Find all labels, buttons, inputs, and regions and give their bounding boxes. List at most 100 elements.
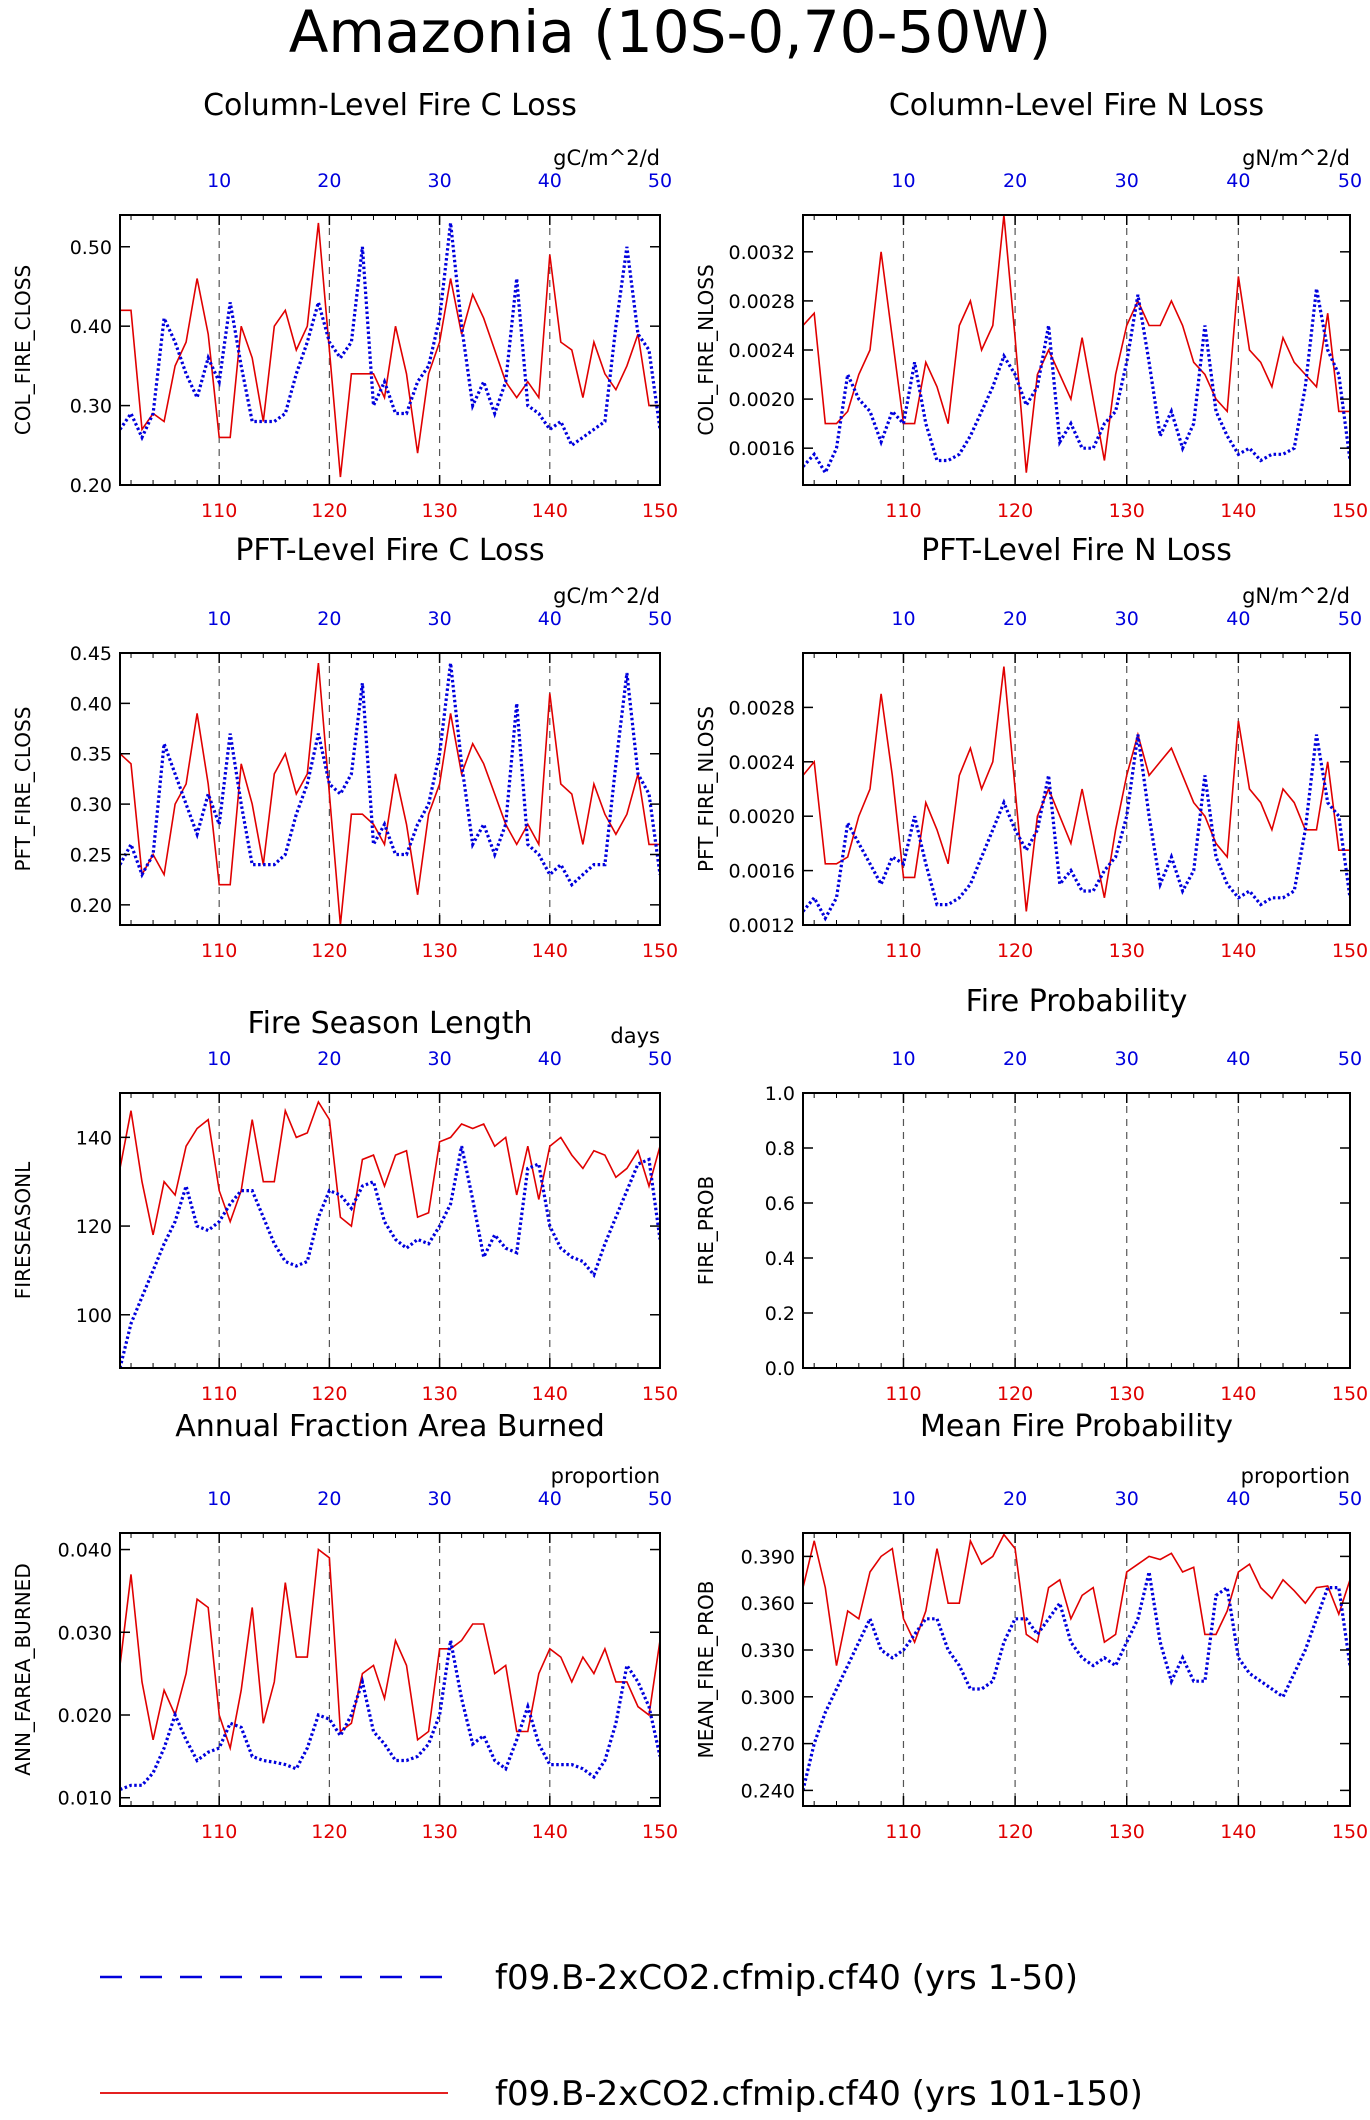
- chart-3-ytick-label-0: 0.0012: [729, 915, 795, 937]
- chart-6-xtick-bottom-label-0: 110: [201, 1821, 237, 1843]
- chart-7-units: proportion: [1241, 1464, 1350, 1488]
- chart-7-xtick-bottom-label-4: 150: [1332, 1821, 1368, 1843]
- chart-5-ytick-label-2: 0.4: [765, 1248, 795, 1270]
- chart-3-series-1-dotted-line: [803, 734, 1350, 922]
- chart-6-xtick-bottom-label-1: 120: [311, 1821, 347, 1843]
- chart-5-plot-frame: [802, 1092, 1351, 1369]
- chart-0-units: gC/m^2/d: [553, 146, 660, 170]
- chart-6-series-0-solid-line: [120, 1548, 660, 1752]
- chart-4-ytick-label-2: 140: [76, 1127, 112, 1149]
- chart-2-ytick-label-1: 0.25: [70, 844, 112, 866]
- chart-5-ytick-label-0: 0.0: [765, 1358, 795, 1380]
- legend-label-1: f09.B-2xCO2.cfmip.cf40 (yrs 101-150): [495, 2074, 1143, 2114]
- chart-3-xtick-top-label-0: 10: [891, 608, 915, 630]
- chart-6-ytick-label-0: 0.010: [58, 1788, 112, 1810]
- chart-4-xtick-top-label-1: 20: [317, 1048, 341, 1070]
- chart-1-series-0-solid-line: [803, 215, 1350, 473]
- chart-2-ytick-label-5: 0.45: [70, 643, 112, 665]
- chart-7-xtick-bottom-label-0: 110: [885, 1821, 921, 1843]
- chart-0-xtick-top-label-3: 40: [538, 170, 562, 192]
- chart-1-ytick-label-3: 0.0028: [729, 291, 795, 313]
- panel-mean-fire-prob: Mean Fire Probability proportion 110 120 130…: [694, 1409, 1368, 1843]
- legend: f09.B-2xCO2.cfmip.cf40 (yrs 1-50) f09.B-2…: [100, 1958, 1143, 2114]
- chart-0-xtick-top-label-2: 30: [427, 170, 451, 192]
- chart-6-xtick-top-label-2: 30: [427, 1488, 451, 1510]
- chart-3-title: PFT-Level Fire N Loss: [921, 533, 1232, 568]
- chart-7-title: Mean Fire Probability: [920, 1409, 1233, 1444]
- chart-2-ytick-label-3: 0.35: [70, 744, 112, 766]
- chart-5-ytick-label-1: 0.2: [765, 1303, 795, 1325]
- chart-1-ytick-label-2: 0.0024: [729, 340, 795, 362]
- panel-col-fire-nloss: Column-Level Fire N Loss gN/m^2/d 110 120 13…: [694, 88, 1368, 522]
- chart-3-units: gN/m^2/d: [1242, 584, 1350, 608]
- chart-2-plot-frame: [119, 652, 661, 926]
- chart-5-ytick-label-3: 0.6: [765, 1193, 795, 1215]
- chart-4-xtick-top-label-0: 10: [207, 1048, 231, 1070]
- chart-2-xtick-top-label-2: 30: [427, 608, 451, 630]
- chart-6-title: Annual Fraction Area Burned: [175, 1409, 605, 1444]
- chart-7-xtick-top-label-2: 30: [1115, 1488, 1139, 1510]
- chart-1-xtick-bottom-label-0: 110: [885, 500, 921, 522]
- chart-7-ytick-label-1: 0.270: [741, 1734, 795, 1756]
- chart-5-title: Fire Probability: [966, 984, 1188, 1019]
- chart-5-xtick-top-label-3: 40: [1226, 1048, 1250, 1070]
- chart-1-xtick-top-label-2: 30: [1115, 170, 1139, 192]
- chart-3-xtick-bottom-label-1: 120: [997, 940, 1033, 962]
- chart-7-xtick-bottom-label-1: 120: [997, 1821, 1033, 1843]
- chart-4-xtick-bottom-label-3: 140: [532, 1383, 568, 1405]
- chart-6-xtick-top-label-0: 10: [207, 1488, 231, 1510]
- chart-0-xtick-top-label-4: 50: [648, 170, 672, 192]
- chart-0-xtick-bottom-label-0: 110: [201, 500, 237, 522]
- chart-7-series-1-dotted-line: [803, 1571, 1350, 1791]
- chart-2-ytick-label-4: 0.40: [70, 693, 112, 715]
- chart-2-xtick-bottom-label-1: 120: [311, 940, 347, 962]
- chart-4-title: Fire Season Length: [248, 1006, 533, 1041]
- chart-6-xtick-top-label-1: 20: [317, 1488, 341, 1510]
- chart-7-xtick-top-label-1: 20: [1003, 1488, 1027, 1510]
- chart-2-xtick-top-label-4: 50: [648, 608, 672, 630]
- chart-0-ytick-label-3: 0.50: [70, 237, 112, 259]
- chart-3-ytick-label-3: 0.0024: [729, 752, 795, 774]
- chart-6-plot-frame: [119, 1532, 661, 1807]
- chart-1-xtick-top-label-0: 10: [891, 170, 915, 192]
- chart-5-xtick-bottom-label-2: 130: [1109, 1383, 1145, 1405]
- chart-5-ytick-label-4: 0.8: [765, 1138, 795, 1160]
- chart-1-ylabel: COL_FIRE_NLOSS: [694, 264, 718, 435]
- chart-5-xtick-bottom-label-0: 110: [885, 1383, 921, 1405]
- chart-0-xtick-bottom-label-3: 140: [532, 500, 568, 522]
- chart-0-ytick-label-0: 0.20: [70, 475, 112, 497]
- chart-3-xtick-bottom-label-2: 130: [1109, 940, 1145, 962]
- chart-7-series-0-solid-line: [803, 1533, 1350, 1666]
- chart-3-ytick-label-2: 0.0020: [729, 806, 795, 828]
- chart-4-xtick-bottom-label-0: 110: [201, 1383, 237, 1405]
- panel-col-fire-closs: Column-Level Fire C Loss gC/m^2/d 110 120 13…: [11, 88, 678, 522]
- chart-1-xtick-top-label-3: 40: [1226, 170, 1250, 192]
- chart-3-xtick-top-label-1: 20: [1003, 608, 1027, 630]
- chart-0-plot-frame: [119, 214, 661, 486]
- chart-4-xtick-top-label-2: 30: [427, 1048, 451, 1070]
- chart-2-xtick-top-label-3: 40: [538, 608, 562, 630]
- chart-1-series-1-dotted-line: [803, 288, 1350, 477]
- chart-0-ylabel: COL_FIRE_CLOSS: [11, 265, 35, 435]
- chart-1-units: gN/m^2/d: [1242, 146, 1350, 170]
- chart-4-series-1-dotted-line: [120, 1145, 660, 1368]
- chart-0-title: Column-Level Fire C Loss: [203, 88, 577, 123]
- chart-3-xtick-top-label-4: 50: [1338, 608, 1362, 630]
- chart-0-series-0-solid-line: [120, 222, 660, 478]
- chart-4-ytick-label-0: 100: [76, 1305, 112, 1327]
- panel-pft-fire-nloss: PFT-Level Fire N Loss gN/m^2/d 110 120 130 14…: [694, 533, 1368, 962]
- panel-fire-prob: Fire Probability 110 120 130 140 150 10 20 30 40 5…: [694, 984, 1368, 1405]
- chart-4-series-0-solid-line: [120, 1100, 660, 1236]
- chart-3-xtick-top-label-2: 30: [1115, 608, 1139, 630]
- chart-5-ylabel: FIRE_PROB: [694, 1176, 718, 1285]
- chart-4-units: days: [610, 1024, 660, 1048]
- chart-7-ytick-label-3: 0.330: [741, 1640, 795, 1662]
- chart-1-xtick-top-label-4: 50: [1338, 170, 1362, 192]
- chart-7-ytick-label-0: 0.240: [741, 1780, 795, 1802]
- chart-1-xtick-bottom-label-3: 140: [1220, 500, 1256, 522]
- chart-6-ytick-label-1: 0.020: [58, 1705, 112, 1727]
- chart-4-xtick-bottom-label-1: 120: [311, 1383, 347, 1405]
- chart-2-series-1-dotted-line: [120, 662, 660, 888]
- chart-4-xtick-top-label-4: 50: [648, 1048, 672, 1070]
- chart-5-xtick-top-label-1: 20: [1003, 1048, 1027, 1070]
